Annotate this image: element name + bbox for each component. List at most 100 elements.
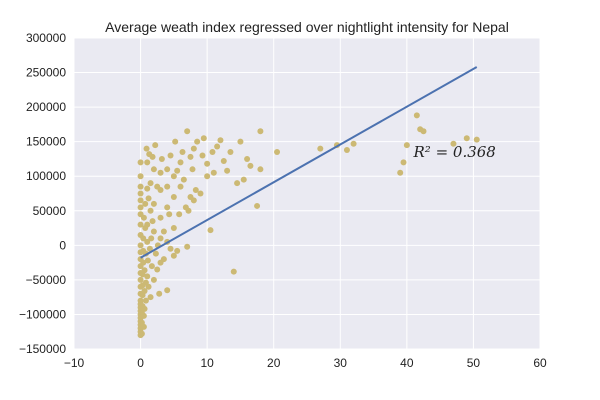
data-point xyxy=(227,149,234,156)
data-point xyxy=(192,187,199,194)
data-point xyxy=(174,247,181,254)
data-point xyxy=(420,128,427,135)
data-point xyxy=(150,166,157,173)
data-point xyxy=(174,167,181,174)
data-point xyxy=(149,218,156,225)
data-point xyxy=(240,176,247,183)
data-point xyxy=(137,242,144,249)
y-tick-label: 250000 xyxy=(26,66,66,80)
y-tick-label: −50000 xyxy=(26,273,67,287)
data-point xyxy=(137,173,144,180)
y-tick-label: 300000 xyxy=(26,31,66,45)
data-point xyxy=(473,136,480,143)
data-point xyxy=(137,159,144,166)
data-point xyxy=(137,197,144,204)
data-point xyxy=(257,166,264,173)
data-point xyxy=(397,169,404,176)
data-point xyxy=(167,245,174,252)
data-point xyxy=(140,235,147,242)
data-point xyxy=(157,169,164,176)
data-point xyxy=(145,283,152,290)
data-point xyxy=(145,195,152,202)
data-point xyxy=(148,263,155,270)
y-tick-label: 50000 xyxy=(33,204,67,218)
data-point xyxy=(147,180,154,187)
data-point xyxy=(209,149,216,156)
data-point xyxy=(189,166,196,173)
data-point xyxy=(214,143,221,150)
x-tick-label: −10 xyxy=(64,356,85,370)
data-point xyxy=(141,305,148,312)
data-point xyxy=(137,276,144,283)
data-point xyxy=(170,225,177,232)
data-point xyxy=(170,193,177,200)
data-point xyxy=(140,312,147,319)
r-squared-annotation: R² = 0.368 xyxy=(413,143,496,161)
data-point xyxy=(237,138,244,145)
data-point xyxy=(166,211,173,218)
data-point xyxy=(157,235,164,242)
data-point xyxy=(137,221,144,228)
y-tick-label: 150000 xyxy=(26,135,66,149)
data-point xyxy=(138,330,145,337)
y-tick-label: 200000 xyxy=(26,100,66,114)
data-point xyxy=(137,183,144,190)
data-point xyxy=(150,228,157,235)
data-point xyxy=(144,238,151,245)
data-point xyxy=(199,152,206,159)
data-point xyxy=(141,267,148,274)
data-point xyxy=(230,268,237,275)
data-point xyxy=(160,228,167,235)
data-point xyxy=(160,256,167,263)
data-point xyxy=(144,185,151,192)
data-point xyxy=(177,183,184,190)
data-point xyxy=(450,140,457,147)
x-tick-label: 60 xyxy=(533,356,547,370)
data-point xyxy=(164,166,171,173)
x-tick-label: 10 xyxy=(200,356,214,370)
x-tick-label: 30 xyxy=(334,356,348,370)
data-point xyxy=(413,112,420,119)
data-point xyxy=(190,197,197,204)
data-point xyxy=(144,221,151,228)
x-tick-label: 40 xyxy=(400,356,414,370)
data-point xyxy=(234,180,241,187)
data-point xyxy=(244,155,251,162)
data-point xyxy=(157,214,164,221)
data-points xyxy=(137,112,480,339)
data-point xyxy=(274,149,281,156)
data-point xyxy=(140,259,147,266)
x-axis-ticks: −10 0 10 20 30 40 50 60 xyxy=(64,356,547,370)
data-point xyxy=(187,153,194,160)
data-point xyxy=(463,135,470,142)
y-tick-label: −150000 xyxy=(19,342,66,356)
data-point xyxy=(317,145,324,152)
data-point xyxy=(157,187,164,194)
data-point xyxy=(180,176,187,183)
data-point xyxy=(167,152,174,159)
data-point xyxy=(220,158,227,165)
data-point xyxy=(204,160,211,167)
data-point xyxy=(142,200,149,207)
data-point xyxy=(254,202,261,209)
data-point xyxy=(172,138,179,145)
y-axis-ticks: −150000 −100000 −50000 0 50000 100000 150000 20… xyxy=(19,31,66,356)
data-point xyxy=(185,207,192,214)
data-point xyxy=(197,190,204,197)
data-point xyxy=(170,173,177,180)
data-point xyxy=(343,146,350,153)
data-point xyxy=(144,257,151,264)
data-point xyxy=(156,290,163,297)
data-point xyxy=(200,135,207,142)
data-point xyxy=(164,183,171,190)
data-point xyxy=(140,214,147,221)
data-point xyxy=(217,137,224,144)
data-point xyxy=(141,287,148,294)
data-point xyxy=(147,207,154,214)
x-tick-label: 50 xyxy=(467,356,481,370)
data-point xyxy=(247,162,254,169)
data-point xyxy=(137,204,144,211)
data-point xyxy=(137,190,144,197)
data-point xyxy=(207,227,214,234)
